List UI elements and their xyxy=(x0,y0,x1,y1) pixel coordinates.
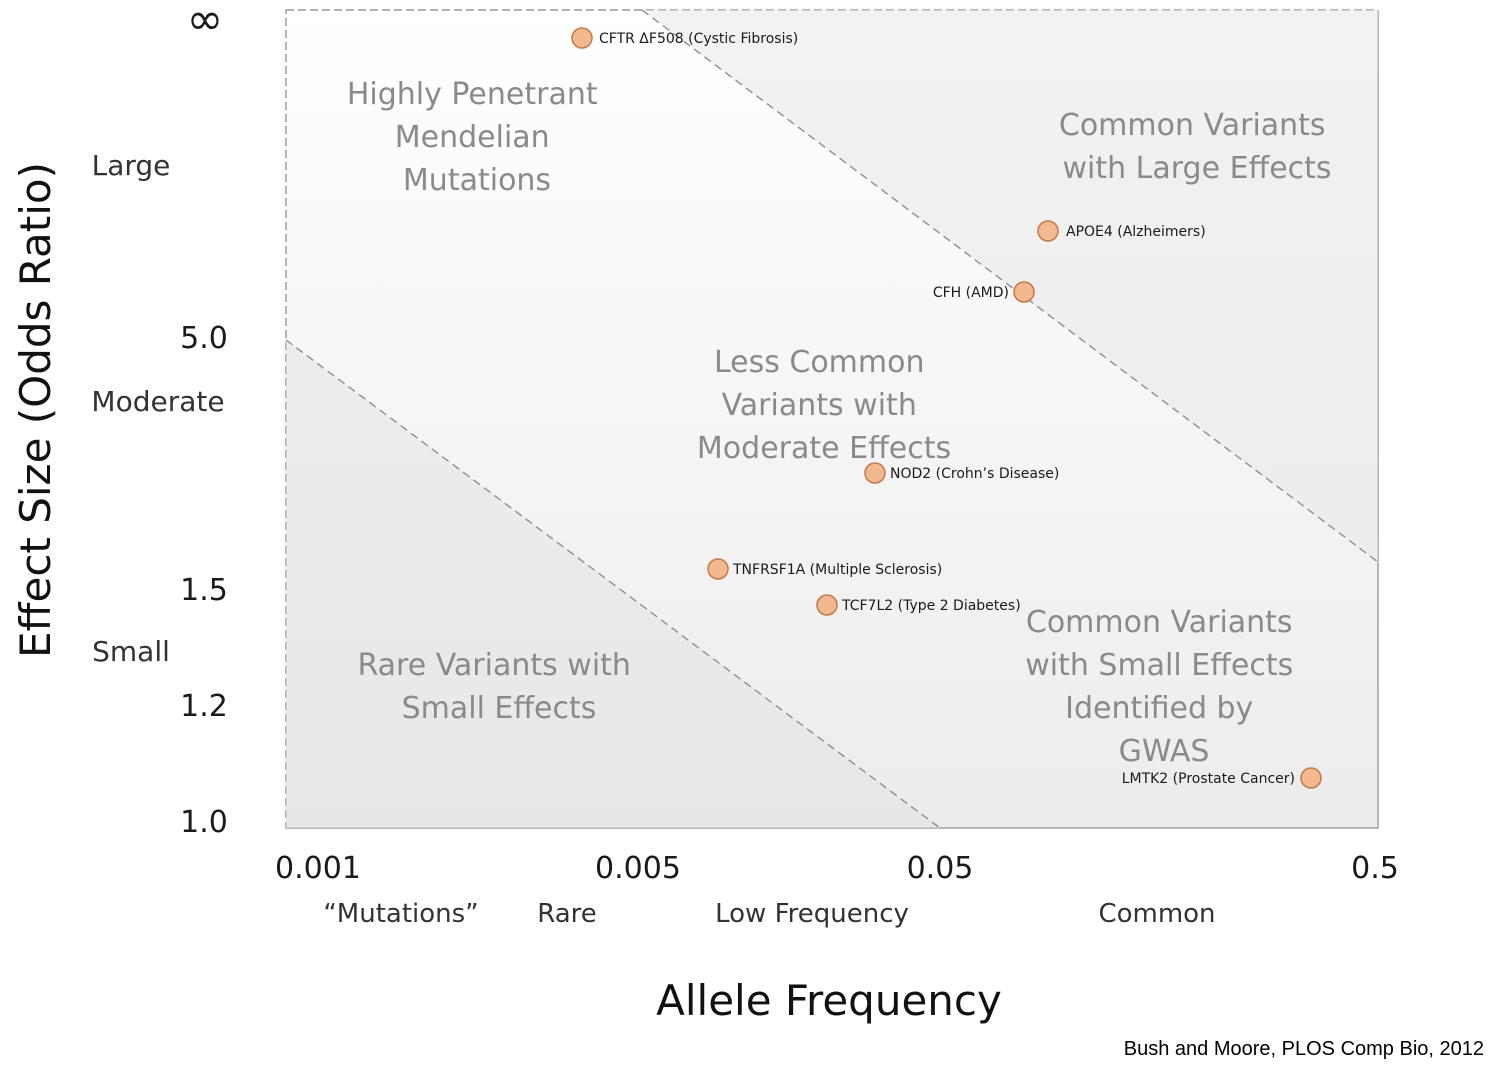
region-label-less-common: Less Common Variants with Moderate Effec… xyxy=(697,345,951,466)
region-label-mendelian: Highly Penetrant Mendelian Mutations xyxy=(347,77,607,198)
y-axis-title: Effect Size (Odds Ratio) xyxy=(11,162,60,658)
data-point-tnfrsf1a xyxy=(707,558,729,580)
x-category-common: Common xyxy=(1098,899,1215,929)
region-label-rare-small: Rare Variants with Small Effects xyxy=(357,648,640,726)
x-tick-0-05: 0.05 xyxy=(907,851,974,886)
x-tick-0-005: 0.005 xyxy=(595,851,681,886)
boundary-lower xyxy=(285,339,941,829)
x-category-low-frequency: Low Frequency xyxy=(715,899,909,929)
point-label-tcf7l2: TCF7L2 (Type 2 Diabetes) xyxy=(841,598,1021,614)
data-point-lmtk2 xyxy=(1300,767,1322,789)
region-label-common-small: Common Variants with Small Effects Ident… xyxy=(1025,605,1303,769)
y-tick-1-0: 1.0 xyxy=(180,805,228,840)
point-label-tnfrsf1a: TNFRSF1A (Multiple Sclerosis) xyxy=(732,562,942,578)
y-tick-5: 5.0 xyxy=(180,321,228,356)
x-tick-0-001: 0.001 xyxy=(275,851,361,886)
data-point-apoe4 xyxy=(1037,220,1059,242)
x-axis-title: Allele Frequency xyxy=(656,976,1002,1025)
point-label-lmtk2: LMTK2 (Prostate Cancer) xyxy=(1122,771,1295,787)
x-tick-0-5: 0.5 xyxy=(1351,851,1399,886)
x-category-mutations: “Mutations” xyxy=(323,899,478,929)
point-label-cftr: CFTR ΔF508 (Cystic Fibrosis) xyxy=(599,31,798,47)
y-category-small: Small xyxy=(92,635,170,668)
data-point-tcf7l2 xyxy=(816,594,838,616)
x-category-rare: Rare xyxy=(537,899,597,929)
y-tick-infinity: ∞ xyxy=(187,0,224,45)
point-label-apoe4: APOE4 (Alzheimers) xyxy=(1066,224,1206,240)
boundary-upper xyxy=(641,9,1379,563)
point-label-cfh: CFH (AMD) xyxy=(933,285,1009,301)
y-tick-1-5: 1.5 xyxy=(180,573,228,608)
data-points: CFTR ΔF508 (Cystic Fibrosis) APOE4 (Alzh… xyxy=(571,27,1322,789)
credit-text: Bush and Moore, PLOS Comp Bio, 2012 xyxy=(1124,1038,1484,1060)
data-point-nod2 xyxy=(864,462,886,484)
data-point-cftr xyxy=(571,27,593,49)
y-category-moderate: Moderate xyxy=(91,385,224,418)
y-tick-1-2: 1.2 xyxy=(180,689,228,724)
region-label-common-large: Common Variants with Large Effects xyxy=(1059,108,1335,186)
data-point-cfh xyxy=(1013,281,1035,303)
y-category-large: Large xyxy=(92,149,171,182)
point-label-nod2: NOD2 (Crohn’s Disease) xyxy=(890,466,1059,482)
